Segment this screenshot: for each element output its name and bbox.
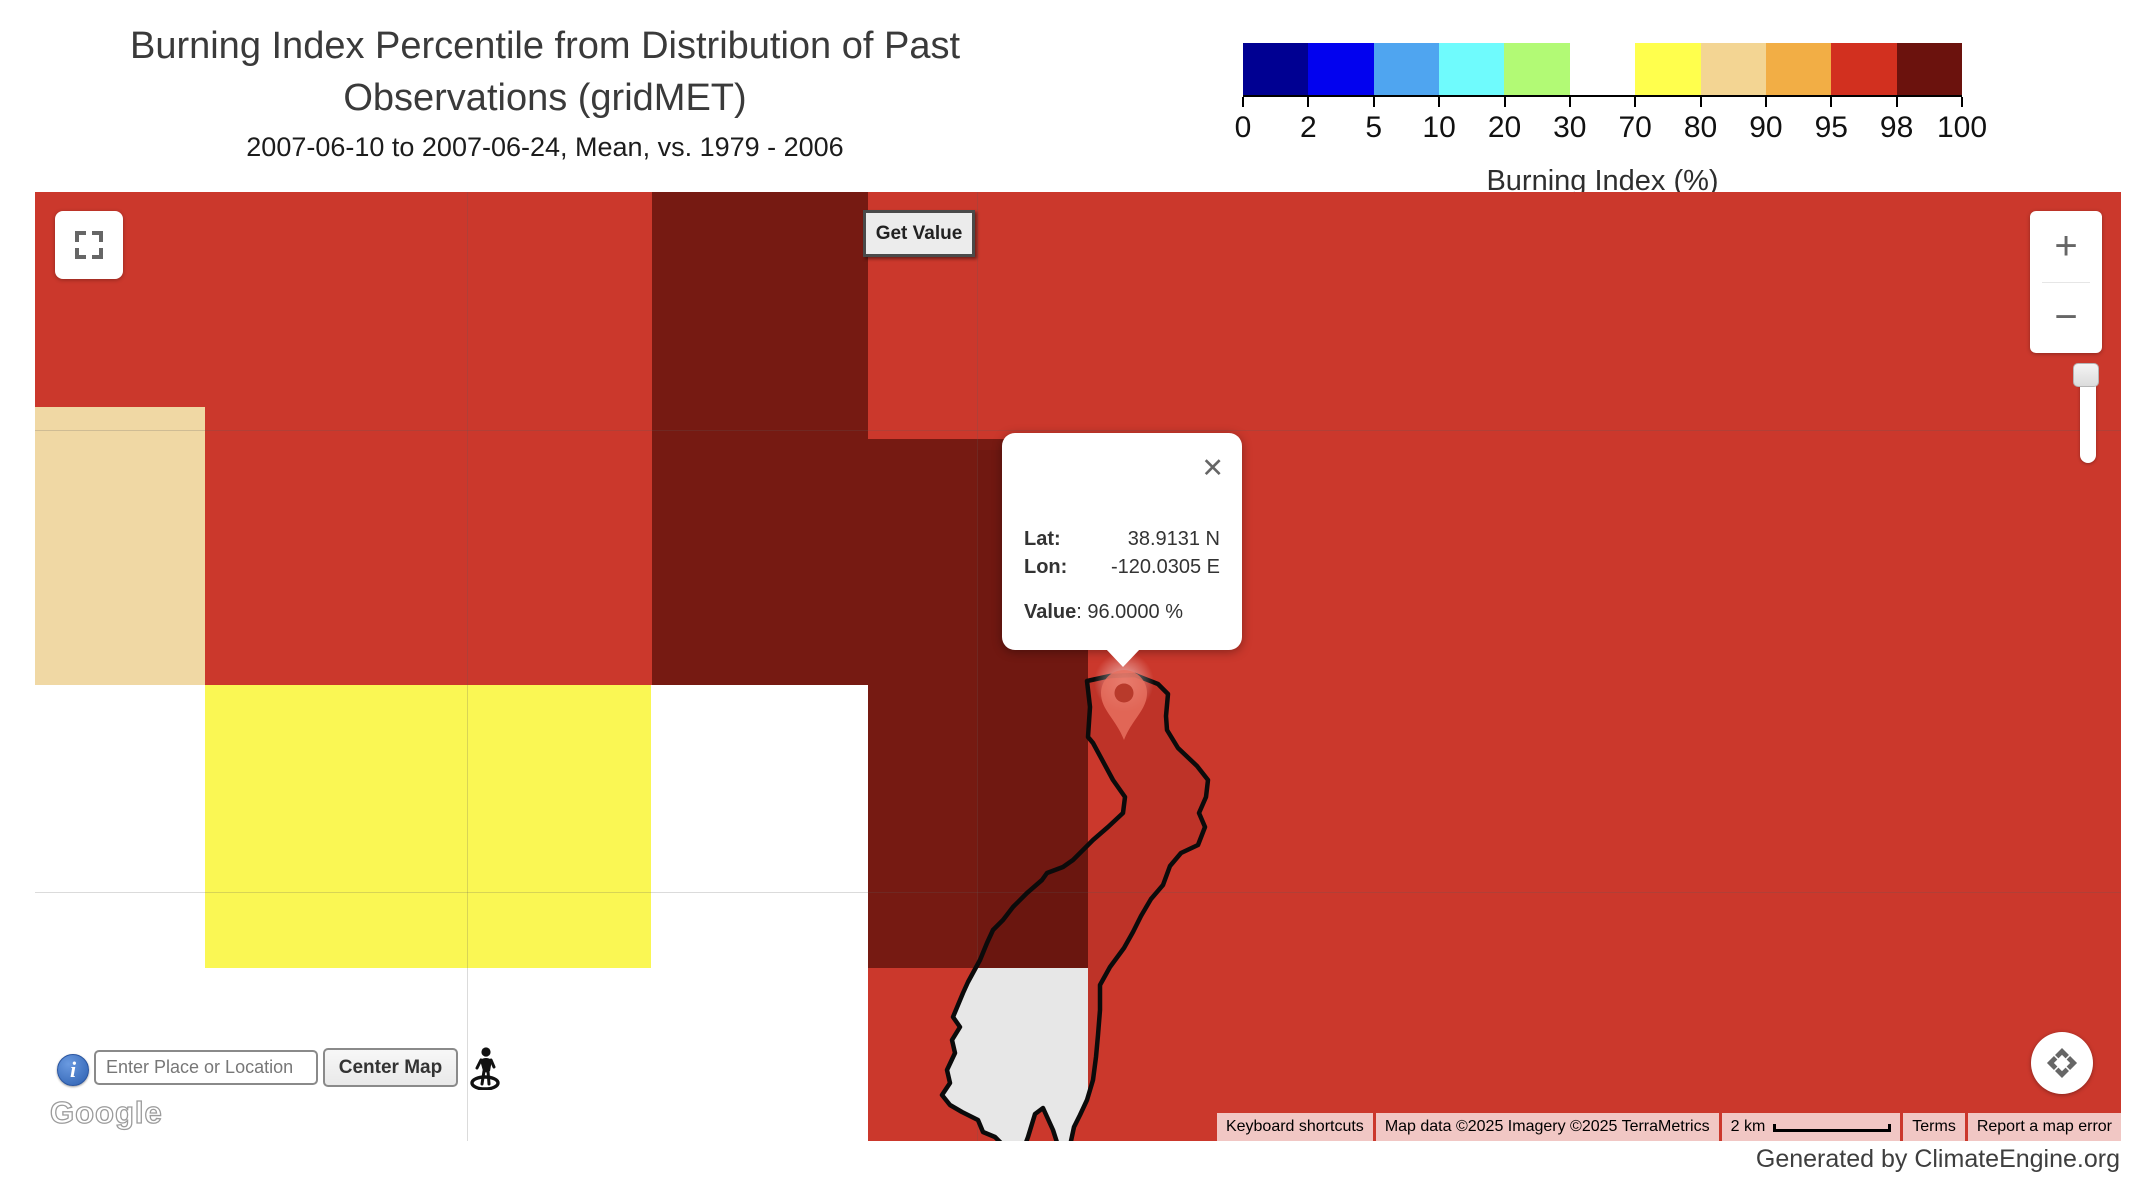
tick-label: 10: [1422, 111, 1456, 144]
colorbar-caption: Burning Index (%): [1486, 165, 1719, 197]
google-logo[interactable]: Google: [49, 1094, 163, 1130]
value-label: Value: [1024, 601, 1077, 623]
value-text: : 96.0000 %: [1076, 601, 1184, 623]
colorbar-ticks: [1242, 97, 1963, 109]
popup-value: Value: 96.0000 %: [1024, 601, 1183, 624]
map-data-attribution: Map data ©2025 Imagery ©2025 TerraMetric…: [1375, 1113, 1719, 1141]
terms-link[interactable]: Terms: [1903, 1113, 1965, 1141]
pan-arrows-icon: [2046, 1047, 2078, 1079]
colorbar-segment: [1243, 43, 1309, 95]
graticule-line: [35, 892, 2121, 893]
info-icon[interactable]: i: [57, 1054, 89, 1086]
search-input[interactable]: [94, 1050, 318, 1085]
tick-label: 30: [1553, 111, 1587, 144]
colorbar-segment: [1896, 43, 1962, 95]
colorbar-segment: [1373, 43, 1440, 95]
colorbar-legend: 0 2 5 10 20 30 70 80 90 95 98 100 Burnin…: [1235, 43, 1987, 198]
lat-value: 38.9131 N: [1127, 527, 1220, 550]
colorbar-segment: [1700, 43, 1766, 95]
popup-close-icon[interactable]: ✕: [1201, 453, 1224, 483]
page-subtitle: 2007-06-10 to 2007-06-24, Mean, vs. 1979…: [246, 132, 844, 162]
popup-coordinates: Lat: 38.9131 N Lon: -120.0305 E: [1024, 525, 1220, 581]
raster-cell-darkred: [652, 192, 868, 439]
colorbar-segment: [1439, 43, 1505, 95]
zoom-slider-track[interactable]: [2080, 377, 2096, 463]
colorbar-segment: [1308, 43, 1374, 95]
zoom-in-button[interactable]: +: [2054, 223, 2078, 268]
tick-label: 80: [1683, 111, 1718, 144]
graticule-line: [35, 430, 2121, 431]
tick-label: 90: [1749, 111, 1783, 144]
tick-label: 95: [1814, 111, 1848, 144]
tick-label: 0: [1234, 111, 1252, 144]
fullscreen-button[interactable]: [55, 211, 123, 279]
tick-label: 20: [1487, 111, 1522, 144]
raster-cell-yellow: [205, 685, 651, 968]
tick-label: 98: [1879, 111, 1914, 144]
tick-label: 2: [1300, 111, 1317, 144]
chart-header: Burning Index Percentile from Distributi…: [45, 20, 1045, 163]
scale-text: 2 km: [1730, 1118, 1766, 1135]
zoom-out-button[interactable]: −: [2054, 295, 2078, 340]
generated-by-text: Generated by ClimateEngine.org: [1755, 1145, 2120, 1173]
zoom-control: + −: [2030, 211, 2102, 353]
popup-tail: [1106, 649, 1140, 667]
colorbar-gradient: [1243, 43, 1962, 97]
map-canvas[interactable]: Get Value + −: [35, 192, 2121, 1141]
colorbar-segment: [1504, 43, 1570, 95]
lake-tahoe-gray-cell: [942, 968, 1088, 1141]
colorbar-segment: [1569, 43, 1636, 95]
attribution-bar: Keyboard shortcuts Map data ©2025 Imager…: [1216, 1113, 2121, 1141]
colorbar-segment: [1765, 43, 1832, 95]
lon-label: Lon:: [1024, 555, 1068, 578]
center-map-button[interactable]: Center Map: [323, 1048, 458, 1087]
lat-label: Lat:: [1024, 527, 1061, 550]
keyboard-shortcuts-link[interactable]: Keyboard shortcuts: [1216, 1113, 1373, 1141]
value-popup: ✕ Lat: 38.9131 N Lon: -120.0305 E Value:…: [1002, 433, 1242, 667]
zoom-divider: [2042, 281, 2090, 283]
map-scale: 2 km: [1721, 1113, 1901, 1141]
lon-value: -120.0305 E: [1111, 555, 1220, 578]
report-map-error-link[interactable]: Report a map error: [1967, 1113, 2121, 1141]
pan-control-button[interactable]: [2031, 1032, 2093, 1094]
zoom-slider-thumb[interactable]: [2073, 363, 2099, 387]
colorbar-segment: [1635, 43, 1701, 95]
colorbar-tick-labels: 0 2 5 10 20 30 70 80 90 95 98 100: [1235, 111, 1987, 147]
page-title-line2: Observations (gridMET): [343, 77, 747, 119]
tick-label: 70: [1618, 111, 1652, 144]
map-marker-pin[interactable]: [1101, 670, 1147, 740]
graticule-line: [977, 192, 978, 1141]
tick-label: 100: [1936, 111, 1988, 144]
fullscreen-icon: [75, 231, 103, 259]
graticule-line: [467, 192, 468, 1141]
scale-bar: [1773, 1124, 1892, 1132]
get-value-button[interactable]: Get Value: [863, 210, 975, 257]
colorbar-segment: [1831, 43, 1897, 95]
raster-cell-tan: [35, 407, 205, 685]
tick-label: 5: [1365, 111, 1383, 144]
page-title-line1: Burning Index Percentile from Distributi…: [129, 25, 961, 67]
pegman-icon[interactable]: [467, 1046, 503, 1091]
